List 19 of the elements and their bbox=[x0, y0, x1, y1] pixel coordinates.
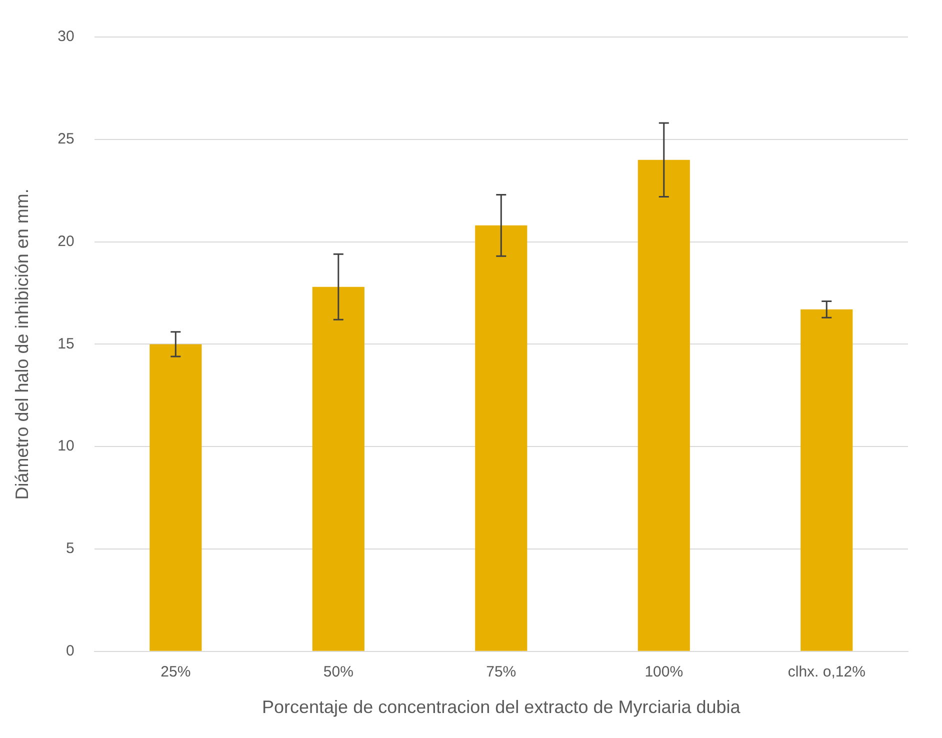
bar bbox=[150, 344, 202, 651]
x-tick-label: 75% bbox=[486, 664, 516, 681]
y-tick-label: 15 bbox=[58, 335, 74, 352]
y-axis-title: Diámetro del halo de inhibición en mm. bbox=[12, 188, 32, 500]
y-tick-label: 10 bbox=[58, 438, 74, 455]
y-tick-label: 30 bbox=[58, 28, 74, 46]
y-tick-label: 20 bbox=[58, 232, 74, 250]
y-tick-label: 5 bbox=[66, 540, 74, 558]
y-tick-label: 0 bbox=[66, 642, 74, 660]
x-tick-label: clhx. o,12% bbox=[788, 664, 866, 681]
y-tick-label: 25 bbox=[58, 130, 74, 148]
x-axis-title: Porcentaje de concentracion del extracto de Myrciaria dubia bbox=[262, 697, 742, 718]
bar bbox=[800, 309, 853, 651]
x-tick-label: 100% bbox=[644, 664, 684, 681]
x-tick-label: 25% bbox=[160, 664, 191, 681]
bar bbox=[312, 286, 364, 651]
bar bbox=[638, 160, 690, 651]
x-tick-label: 50% bbox=[323, 664, 354, 681]
bar bbox=[475, 225, 528, 651]
